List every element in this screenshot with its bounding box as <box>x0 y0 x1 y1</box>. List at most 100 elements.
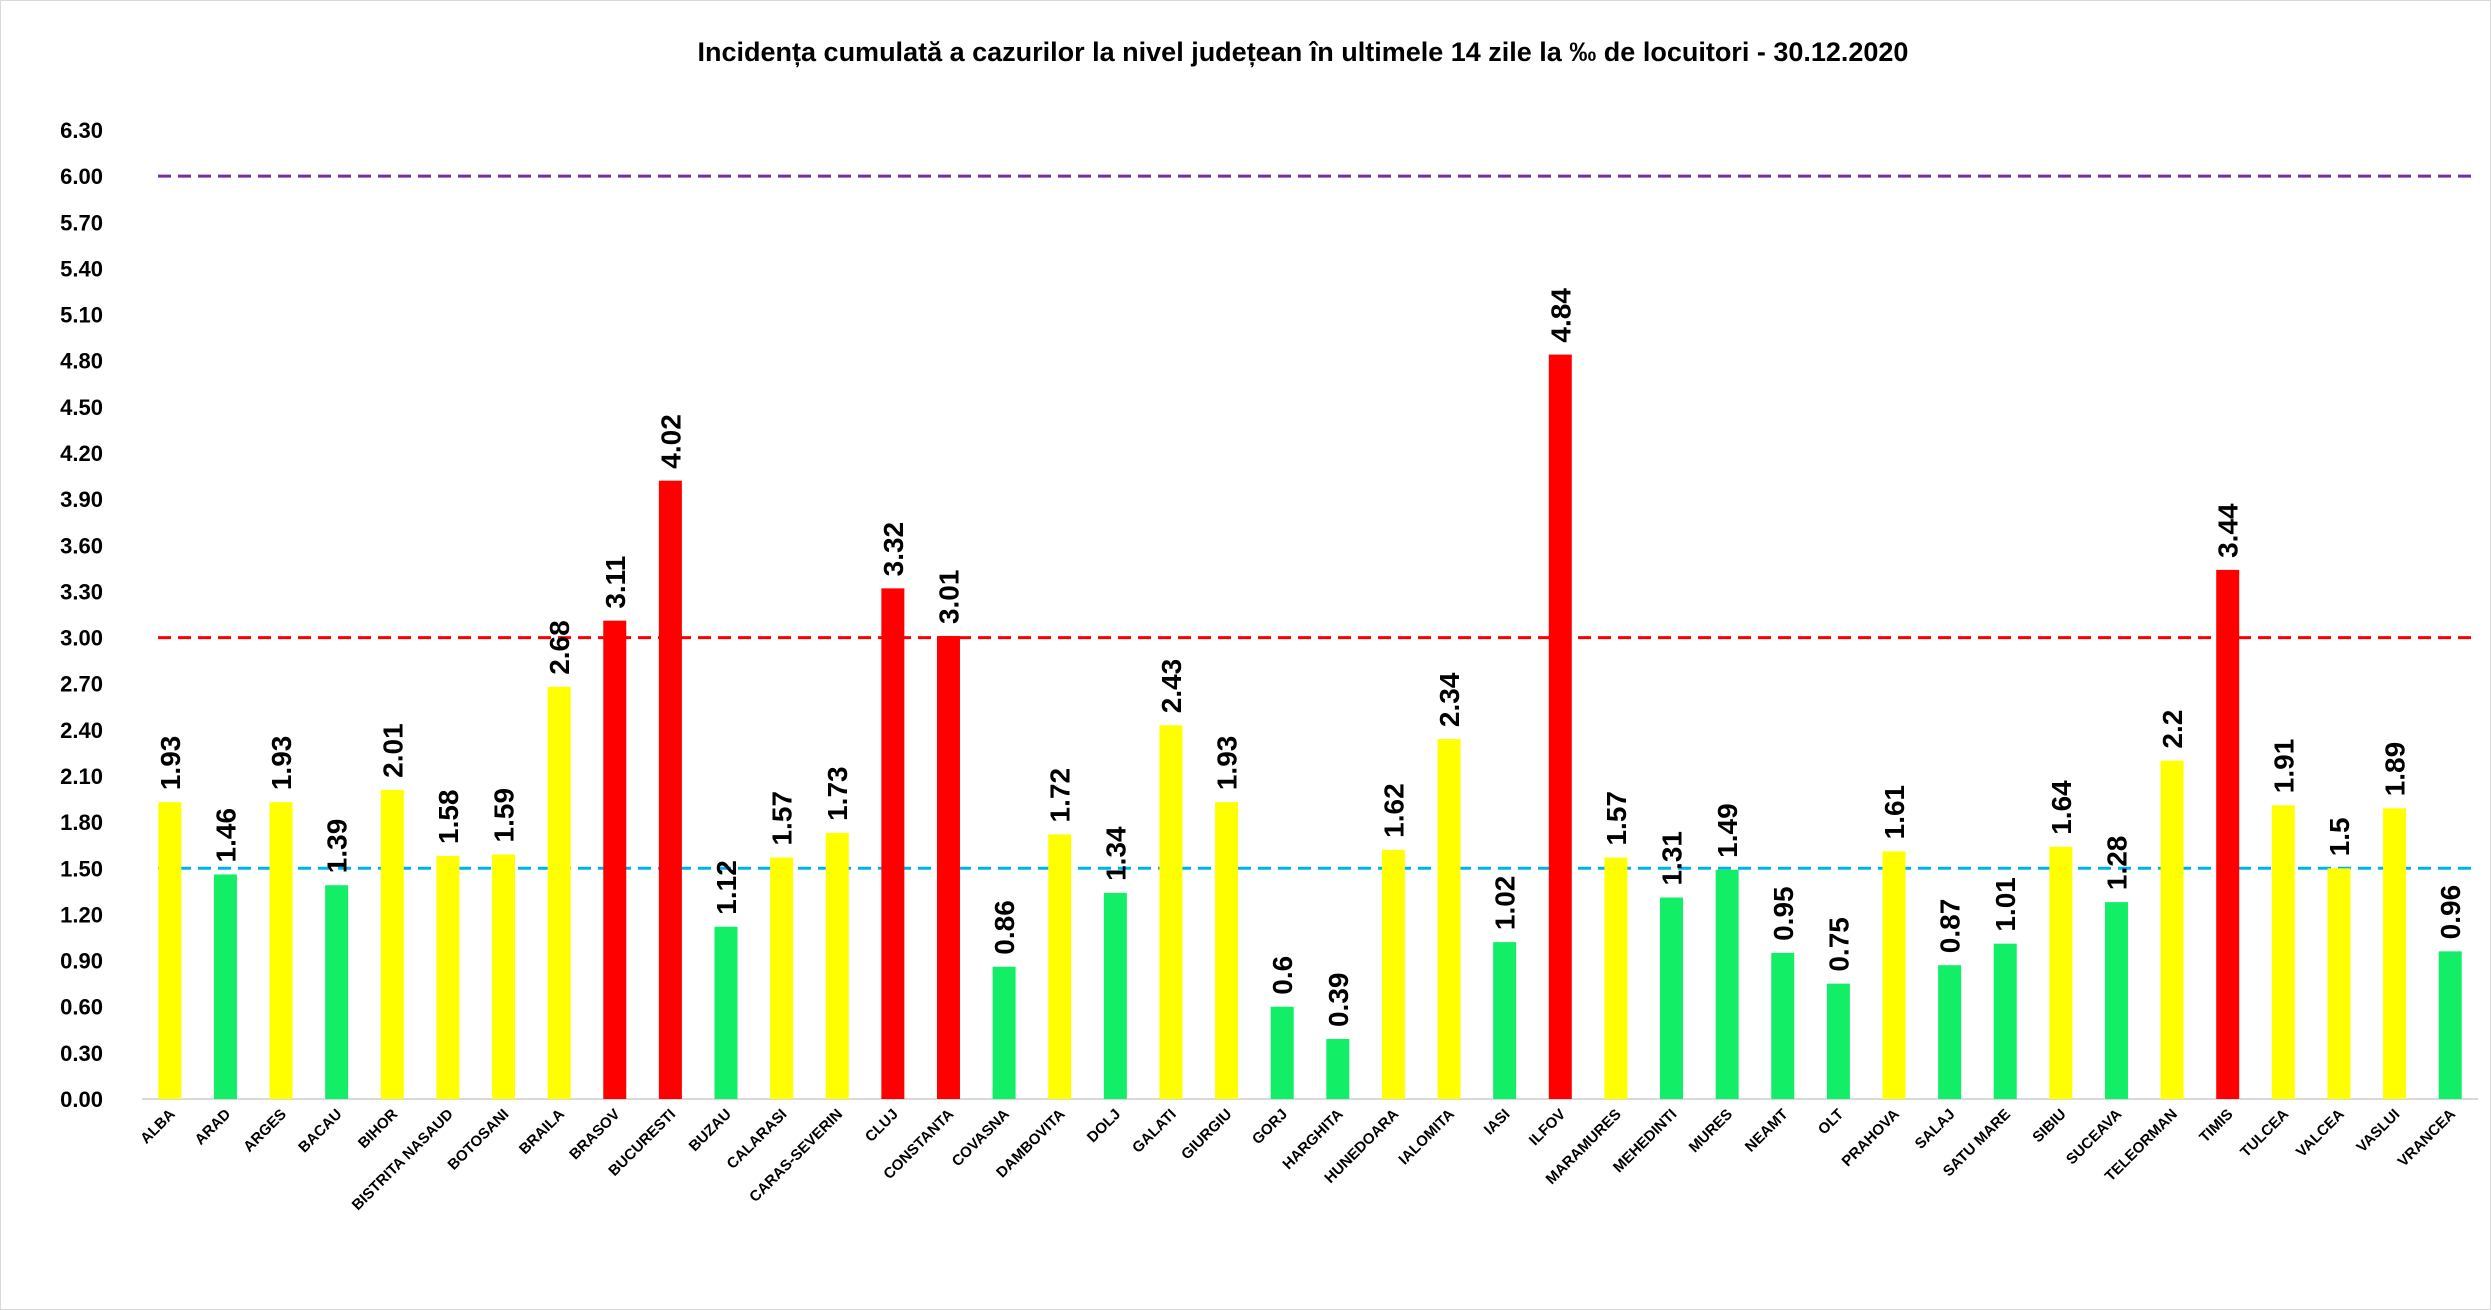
data-label: 1.39 <box>322 819 353 874</box>
bar <box>2160 760 2184 1099</box>
bar <box>2438 951 2462 1099</box>
data-label: 3.01 <box>933 570 964 625</box>
data-label: 1.31 <box>1657 831 1688 886</box>
data-label: 2.68 <box>544 620 575 675</box>
y-tick-label: 4.50 <box>60 395 103 420</box>
data-label: 1.58 <box>433 789 464 844</box>
bar-series <box>158 354 2462 1100</box>
bar <box>1048 834 1072 1099</box>
data-label: 2.34 <box>1434 672 1465 727</box>
data-label: 4.84 <box>1545 288 1576 343</box>
x-tick-label: OLT <box>1815 1106 1847 1138</box>
bar <box>2216 569 2240 1099</box>
x-tick-label: SALAJ <box>1912 1106 1959 1153</box>
bar <box>714 926 738 1099</box>
data-label: 1.93 <box>266 736 297 791</box>
data-label: 1.57 <box>767 791 798 846</box>
bar <box>1715 869 1739 1099</box>
y-tick-label: 4.80 <box>60 349 103 374</box>
bar <box>1270 1006 1294 1099</box>
y-tick-label: 4.20 <box>60 441 103 466</box>
x-tick-label: IALOMITA <box>1395 1106 1458 1169</box>
data-label: 1.91 <box>2268 739 2299 794</box>
data-label: 1.93 <box>155 736 186 791</box>
data-label: 2.43 <box>1156 659 1187 714</box>
bar <box>269 802 293 1099</box>
x-tick-label: ALBA <box>137 1106 179 1148</box>
data-label: 0.6 <box>1267 956 1298 995</box>
bar <box>1938 965 1962 1099</box>
bar <box>1381 849 1405 1099</box>
y-tick-label: 6.00 <box>60 164 103 189</box>
bar <box>1437 739 1461 1099</box>
y-tick-label: 0.60 <box>60 995 103 1020</box>
x-tick-label: BIHOR <box>355 1106 401 1152</box>
x-tick-label: GORJ <box>1249 1106 1291 1148</box>
y-tick-label: 5.70 <box>60 210 103 235</box>
bar <box>213 874 237 1099</box>
bar <box>825 832 849 1099</box>
bar <box>658 480 682 1100</box>
x-tick-label: PRAHOVA <box>1839 1106 1903 1170</box>
bar <box>1882 851 1906 1099</box>
bar <box>158 802 182 1099</box>
data-label: 0.87 <box>1935 899 1966 954</box>
data-label: 4.02 <box>655 414 686 469</box>
x-tick-label: GALATI <box>1129 1106 1180 1157</box>
bar <box>1159 725 1183 1099</box>
x-tick-label: BACAU <box>295 1106 345 1156</box>
x-tick-label: CLUJ <box>862 1106 902 1146</box>
data-label: 1.73 <box>822 766 853 821</box>
y-tick-label: 3.30 <box>60 579 103 604</box>
y-tick-label: 3.60 <box>60 533 103 558</box>
y-tick-label: 1.20 <box>60 902 103 927</box>
y-axis-ticks: 0.00 0.30 0.60 0.90 1.20 1.50 1.80 2.10 2.40 2.70… <box>60 118 103 1112</box>
data-label: 3.11 <box>600 556 631 609</box>
bar <box>1993 943 2017 1099</box>
bar <box>1660 897 1684 1099</box>
data-label: 1.02 <box>1490 876 1521 931</box>
bar <box>492 854 516 1099</box>
data-label: 1.12 <box>711 860 742 915</box>
bar <box>1771 952 1795 1099</box>
data-label: 1.62 <box>1378 783 1409 838</box>
data-label: 0.96 <box>2435 885 2466 940</box>
bar <box>325 885 349 1099</box>
x-tick-label: ILFOV <box>1526 1106 1569 1149</box>
y-tick-label: 0.30 <box>60 1041 103 1066</box>
y-tick-label: 2.70 <box>60 672 103 697</box>
bar <box>2104 902 2128 1099</box>
data-label: 1.72 <box>1045 768 1076 823</box>
y-tick-label: 0.90 <box>60 949 103 974</box>
data-label: 1.34 <box>1100 826 1131 881</box>
data-label: 1.57 <box>1601 791 1632 846</box>
data-label: 3.44 <box>2213 503 2244 558</box>
x-tick-label: DOLJ <box>1084 1106 1124 1146</box>
data-label: 1.5 <box>2324 817 2355 856</box>
x-tick-label: VASLUI <box>2353 1106 2403 1156</box>
x-tick-label: IASI <box>1481 1106 1514 1139</box>
y-tick-label: 3.00 <box>60 626 103 651</box>
x-tick-label: VRANCEA <box>2395 1106 2460 1171</box>
data-label: 1.01 <box>1990 877 2021 932</box>
data-label: 1.93 <box>1212 736 1243 791</box>
x-tick-label: SIBIU <box>2029 1106 2069 1146</box>
bar <box>1103 892 1127 1099</box>
y-tick-label: 0.00 <box>60 1087 103 1112</box>
y-tick-label: 6.30 <box>60 118 103 143</box>
x-tick-label: TULCEA <box>2237 1106 2292 1161</box>
bar <box>1826 983 1850 1099</box>
y-tick-label: 5.40 <box>60 256 103 281</box>
bar <box>1326 1039 1350 1099</box>
data-label: 1.28 <box>2101 836 2132 891</box>
x-tick-label: GIURGIU <box>1178 1106 1235 1163</box>
threshold-lines <box>158 174 2478 870</box>
bar <box>547 686 571 1099</box>
data-labels: 1.93 1.46 1.93 1.39 2.01 1.58 1.59 2.68 3.11 4.02… <box>155 288 2466 1027</box>
data-label: 1.49 <box>1712 803 1743 858</box>
bar <box>2383 808 2407 1099</box>
x-tick-label: BISTRITA NASAUD <box>349 1106 457 1214</box>
data-label: 3.32 <box>878 522 909 577</box>
